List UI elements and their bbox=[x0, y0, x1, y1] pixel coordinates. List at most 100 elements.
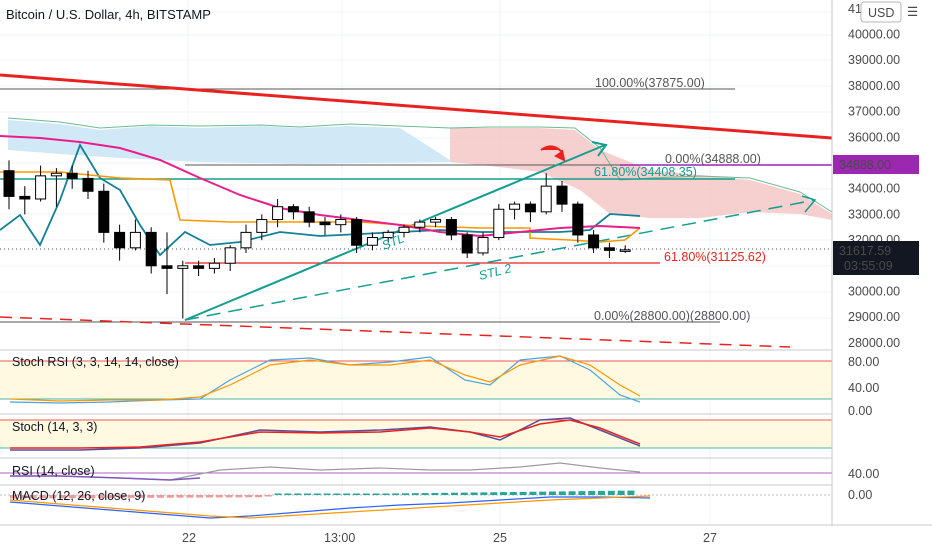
macd-bar bbox=[500, 492, 507, 495]
macd-bar bbox=[186, 495, 194, 498]
candle[interactable] bbox=[303, 206, 315, 228]
marker-price-tag bbox=[833, 155, 919, 174]
time-tick: 27 bbox=[703, 531, 717, 545]
macd-bar bbox=[372, 493, 380, 495]
candle[interactable] bbox=[129, 219, 141, 251]
macd-bar bbox=[98, 495, 106, 499]
fib-618-red-label: 61.80%(31125.62) bbox=[664, 250, 766, 264]
candle[interactable] bbox=[145, 227, 157, 274]
candle[interactable] bbox=[287, 204, 299, 220]
macd-bar bbox=[411, 493, 419, 495]
macd-bar bbox=[598, 490, 605, 495]
green-dashed-trendline[interactable] bbox=[184, 199, 816, 321]
candle[interactable] bbox=[572, 201, 584, 243]
price-tick: 30000.00 bbox=[848, 285, 900, 299]
time-tick: 13:00 bbox=[324, 531, 355, 545]
candle[interactable] bbox=[603, 242, 615, 259]
candle[interactable] bbox=[588, 229, 600, 253]
macd-bar bbox=[39, 495, 47, 499]
stoch-pane[interactable]: Stoch (14, 3, 3) bbox=[0, 413, 832, 451]
macd-bar bbox=[362, 493, 370, 495]
macd-bar bbox=[333, 493, 341, 495]
macd-bar bbox=[353, 493, 360, 495]
candle[interactable] bbox=[493, 204, 505, 241]
settings-icon[interactable]: ☰ bbox=[907, 5, 918, 19]
candle[interactable] bbox=[366, 232, 378, 251]
candle[interactable] bbox=[208, 258, 220, 274]
candle[interactable] bbox=[461, 232, 473, 259]
macd-bar bbox=[304, 493, 311, 495]
macd-bar bbox=[460, 492, 468, 495]
macd-bar bbox=[558, 491, 566, 495]
macd-bar bbox=[519, 491, 527, 495]
macd-bar bbox=[627, 490, 635, 495]
candle[interactable] bbox=[193, 260, 205, 277]
macd-pane[interactable]: MACD (12, 26, close, 9) bbox=[0, 484, 832, 519]
rsi-pane[interactable]: RSI (14, close) bbox=[0, 457, 832, 481]
candle[interactable] bbox=[398, 224, 410, 238]
macd-bar bbox=[617, 490, 625, 495]
candle[interactable] bbox=[509, 201, 521, 220]
candle[interactable] bbox=[240, 224, 252, 253]
macd-bar bbox=[49, 495, 57, 499]
macd-bar bbox=[313, 493, 321, 495]
candle[interactable] bbox=[619, 245, 631, 253]
macd-bar bbox=[509, 492, 517, 495]
candle[interactable] bbox=[335, 214, 347, 233]
candle[interactable] bbox=[414, 219, 426, 233]
last-price-text: 31617.59 bbox=[839, 244, 891, 258]
red-dashed-support-line[interactable] bbox=[0, 316, 791, 348]
candle[interactable] bbox=[177, 260, 189, 319]
macd-bar bbox=[431, 492, 439, 495]
macd-bar bbox=[225, 495, 233, 498]
candle[interactable] bbox=[256, 214, 268, 241]
candle[interactable] bbox=[540, 173, 552, 215]
red-resistance-trendline[interactable] bbox=[0, 73, 833, 140]
macd-bar bbox=[451, 492, 458, 495]
candlestick-series[interactable] bbox=[3, 160, 631, 319]
candle[interactable] bbox=[19, 186, 31, 215]
macd-bar bbox=[392, 493, 400, 495]
red-curved-arrow-icon bbox=[540, 145, 566, 162]
macd-bar bbox=[274, 493, 282, 495]
candle[interactable] bbox=[224, 245, 236, 271]
macd-bar bbox=[294, 493, 302, 495]
macd-bar bbox=[607, 490, 615, 495]
macd-bar bbox=[255, 495, 262, 498]
stoch-rsi-pane[interactable]: Stoch RSI (3, 3, 14, 14, close) bbox=[0, 349, 832, 404]
macd-bar bbox=[402, 493, 409, 495]
candle[interactable] bbox=[351, 216, 363, 253]
macd-bar bbox=[215, 495, 223, 498]
macd-bar bbox=[284, 493, 292, 495]
price-tick: 36000.00 bbox=[848, 130, 900, 144]
candle[interactable] bbox=[430, 216, 442, 228]
candle[interactable] bbox=[35, 165, 47, 202]
magenta-ma bbox=[0, 135, 641, 238]
time-axis[interactable]: 22 13:00 25 27 bbox=[182, 531, 717, 545]
candle[interactable] bbox=[445, 216, 457, 241]
candle[interactable] bbox=[319, 216, 331, 235]
candle[interactable] bbox=[66, 165, 78, 189]
candle[interactable] bbox=[3, 160, 15, 210]
candle[interactable] bbox=[272, 198, 284, 228]
candle[interactable] bbox=[477, 232, 489, 256]
price-tick: 29000.00 bbox=[848, 310, 900, 324]
candle[interactable] bbox=[556, 180, 568, 212]
macd-bar bbox=[78, 495, 86, 499]
candle[interactable] bbox=[161, 232, 173, 295]
candle[interactable] bbox=[50, 168, 62, 207]
candle[interactable] bbox=[114, 224, 126, 261]
price-tick: 37000.00 bbox=[848, 105, 900, 119]
macd-bar bbox=[421, 493, 429, 495]
candle[interactable] bbox=[382, 229, 394, 243]
candle[interactable] bbox=[98, 183, 110, 243]
macd-bar bbox=[108, 495, 115, 498]
currency-button[interactable] bbox=[860, 1, 902, 23]
macd-bar bbox=[235, 495, 243, 498]
candle[interactable] bbox=[524, 201, 536, 223]
stoch-rsi-label: Stoch RSI (3, 3, 14, 14, close) bbox=[12, 355, 179, 369]
svg-text:40.00: 40.00 bbox=[848, 467, 879, 481]
candle[interactable] bbox=[82, 170, 94, 199]
macd-bar bbox=[568, 491, 576, 495]
